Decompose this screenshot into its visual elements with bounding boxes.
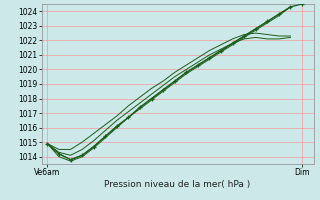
X-axis label: Pression niveau de la mer( hPa ): Pression niveau de la mer( hPa ) — [104, 180, 251, 189]
